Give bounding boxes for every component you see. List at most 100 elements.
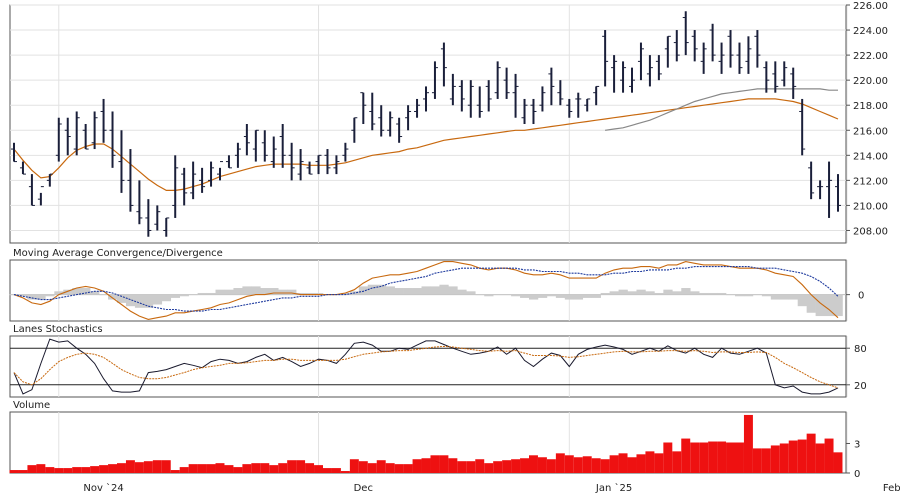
- macd-histogram-bar: [314, 292, 324, 295]
- ohlc-bar: [449, 73, 456, 106]
- volume-bar: [161, 460, 171, 473]
- volume-bar: [645, 451, 655, 473]
- ohlc-bar: [575, 92, 582, 118]
- macd-histogram-bar: [260, 288, 270, 295]
- macd-histogram-bar: [81, 288, 91, 295]
- volume-bar: [546, 459, 556, 473]
- ohlc-bar: [19, 161, 26, 175]
- volume-bar: [278, 463, 288, 473]
- volume-bar: [251, 463, 261, 473]
- macd-histogram-bar: [493, 294, 503, 296]
- ohlc-bar: [360, 92, 367, 124]
- ohlc-bar: [243, 124, 250, 156]
- macd-histogram-bar: [27, 294, 37, 300]
- ohlc-bar: [611, 55, 618, 93]
- macd-histogram-bar: [717, 292, 727, 295]
- macd-histogram-bar: [475, 294, 485, 296]
- macd-histogram-bar: [367, 284, 378, 295]
- ohlc-bar: [790, 67, 797, 99]
- ohlc-bar: [261, 130, 268, 162]
- ohlc-bar: [512, 73, 519, 118]
- stoch-tick-label: 20: [854, 381, 867, 392]
- ohlc-bar: [154, 205, 161, 231]
- macd-histogram-bar: [385, 286, 395, 295]
- ohlc-bar: [324, 149, 331, 175]
- volume-bar: [815, 443, 825, 473]
- ohlc-bar: [772, 61, 779, 93]
- volume-bar: [287, 460, 297, 473]
- ohlc-bar: [270, 136, 277, 168]
- volume-bar: [618, 453, 628, 473]
- macd-histogram-bar: [278, 289, 288, 295]
- macd-histogram-bar: [484, 294, 494, 297]
- ohlc-bar: [11, 142, 17, 163]
- price-tick-label: 220.00: [853, 76, 888, 87]
- macd-histogram-bar: [305, 292, 315, 295]
- ohlc-bar: [351, 117, 358, 143]
- volume-bar: [143, 461, 153, 473]
- macd-histogram-bar: [770, 294, 781, 300]
- macd-histogram-bar: [125, 294, 136, 307]
- ohlc-bar: [109, 111, 116, 168]
- ohlc-bar: [557, 80, 564, 106]
- ohlc-bar: [73, 111, 80, 156]
- ohlc-bar: [225, 155, 232, 169]
- ohlc-bar: [252, 129, 259, 162]
- macd-histogram-bar: [752, 294, 763, 296]
- macd-histogram-bar: [134, 294, 145, 308]
- ohlc-bar: [799, 98, 806, 156]
- volume-bar: [761, 448, 771, 473]
- price-tick-label: 210.00: [853, 201, 888, 212]
- macd-histogram-bar: [296, 292, 306, 295]
- price-tick-label: 208.00: [853, 226, 888, 237]
- macd-histogram-bar: [806, 294, 816, 313]
- volume-bar: [385, 463, 395, 473]
- panel-frame-stoch: [9, 335, 847, 398]
- ohlc-bar: [190, 161, 197, 200]
- volume-bar: [726, 442, 735, 473]
- volume-bar: [215, 463, 225, 473]
- macd-histogram-bar: [735, 294, 745, 297]
- volume-bar: [582, 456, 592, 473]
- volume-bar: [323, 468, 332, 473]
- volume-bar: [197, 464, 207, 473]
- volume-bar: [152, 460, 162, 473]
- macd-histogram-bar: [600, 292, 610, 295]
- ohlc-bar: [826, 161, 833, 218]
- ohlc-bar: [163, 217, 170, 237]
- macd-histogram-bar: [18, 294, 28, 297]
- ohlc-bar: [136, 180, 143, 225]
- volume-bar: [564, 455, 574, 473]
- volume-bar: [708, 441, 718, 473]
- price-tick-label: 224.00: [853, 26, 888, 37]
- macd-histogram-bar: [72, 288, 82, 295]
- macd-histogram-bar: [761, 294, 772, 297]
- panel-frames: [9, 4, 847, 474]
- volume-bar: [412, 459, 422, 473]
- macd-histogram-bar: [618, 289, 628, 295]
- ohlc-bar: [217, 161, 223, 181]
- macd-histogram-bar: [708, 292, 718, 295]
- volume-bar: [125, 460, 135, 473]
- volume-bar: [681, 438, 691, 473]
- ohlc-bar: [808, 161, 815, 200]
- ohlc-bar: [378, 105, 385, 137]
- volume-bar: [90, 466, 100, 473]
- macd-histogram-bar: [654, 292, 664, 295]
- volume-bar: [627, 457, 637, 473]
- ohlc-bar: [279, 124, 286, 168]
- volume-bar: [457, 461, 467, 473]
- price-moving-average-long-line: [605, 88, 838, 131]
- ohlc-bar: [736, 42, 743, 74]
- ohlc-bar: [655, 55, 662, 81]
- ohlc-bar: [485, 80, 492, 112]
- volume-bar: [206, 464, 216, 473]
- ohlc-bar: [145, 199, 152, 237]
- macd-histogram-bar: [233, 288, 243, 295]
- ohlc-bar: [691, 30, 698, 62]
- ohlc-bar: [288, 142, 295, 181]
- macd-histogram-bar: [412, 288, 422, 295]
- volume-bar: [134, 462, 144, 473]
- ohlc-bar: [37, 186, 44, 206]
- macd-histogram-bar: [699, 292, 709, 295]
